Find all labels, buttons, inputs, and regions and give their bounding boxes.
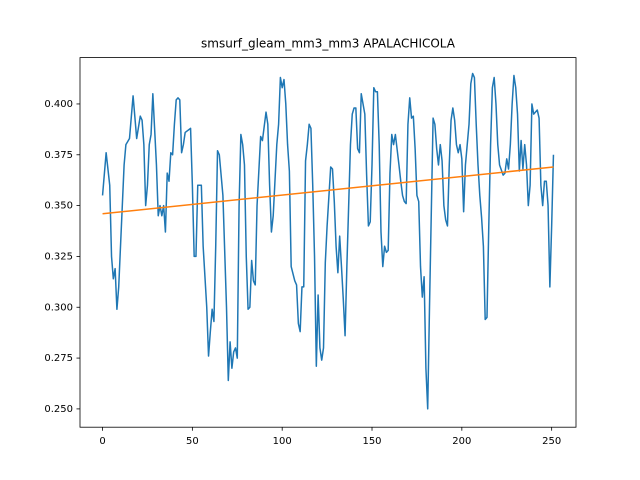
x-tick-label: 50 (186, 436, 199, 447)
y-tick-label: 0.300 (44, 302, 73, 313)
y-tick-label: 0.350 (44, 201, 73, 212)
x-tick-label: 100 (273, 436, 292, 447)
axes-frame (79, 57, 577, 428)
y-tick-label: 0.400 (44, 99, 73, 110)
line-series (102, 166, 554, 215)
chart-title: smsurf_gleam_mm3_mm3 APALACHICOLA (201, 37, 456, 51)
y-tick-label: 0.275 (44, 353, 73, 364)
y-tick-label: 0.375 (44, 150, 73, 161)
y-tick-label: 0.325 (44, 251, 73, 262)
y-tick-label: 0.250 (44, 404, 73, 415)
line-series (101, 72, 555, 410)
x-tick-label: 250 (542, 436, 561, 447)
x-tick-label: 200 (452, 436, 471, 447)
x-tick-label: 150 (362, 436, 381, 447)
x-tick-label: 0 (99, 436, 105, 447)
